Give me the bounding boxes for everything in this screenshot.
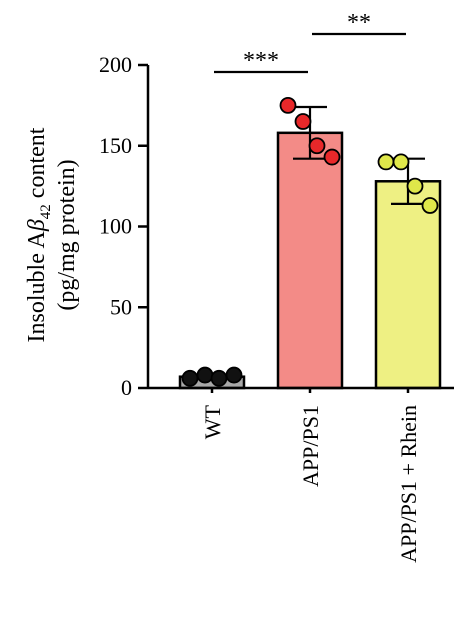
y-tick-label-50: 50 [110,294,132,319]
significance-label-2: ** [347,10,371,36]
significance-label-1: *** [243,48,279,74]
y-axis-label-main: Insoluble Aβ42 content [24,127,54,342]
y-axis-label-subscript: 42 [38,204,54,219]
y-tick-label-200: 200 [99,52,132,77]
data-point-2-1 [279,96,297,114]
y-axis-label-symbol: β [24,219,50,232]
data-point-2-2 [294,113,312,130]
y-tick-label-0: 0 [121,375,132,400]
bar-2 [276,131,344,390]
data-points [181,96,439,387]
x-tick-label-3: APP/PS1 + Rhein [396,405,421,563]
y-axis: 0 50 100 150 200 [99,52,150,400]
y-axis-label-unit: (pg/mg protein) [54,159,80,310]
data-point-1-4 [225,366,243,384]
bars [178,131,442,390]
data-point-3-3 [406,177,424,195]
y-tick-label-100: 100 [99,214,132,239]
y-tick-label-150: 150 [99,133,132,158]
x-tick-label-2: APP/PS1 [298,405,323,487]
data-point-3-2 [392,153,410,171]
significance-annotations: ***** [214,10,406,74]
bar-3 [374,180,442,390]
y-axis-title: Insoluble Aβ42 content (pg/mg protein) [24,127,80,342]
data-point-1-1 [181,369,199,387]
data-point-2-4 [323,148,341,166]
y-axis-label-suffix: content [24,127,50,204]
x-axis: WT APP/PS1 APP/PS1 + Rhein [148,386,454,563]
data-point-3-1 [377,153,395,171]
x-tick-label-1: WT [200,404,225,439]
data-point-3-4 [421,197,439,214]
data-point-2-3 [308,137,326,155]
data-point-1-3 [210,369,228,387]
data-point-1-2 [196,366,214,384]
y-axis-label-text: Insoluble A [24,230,50,342]
